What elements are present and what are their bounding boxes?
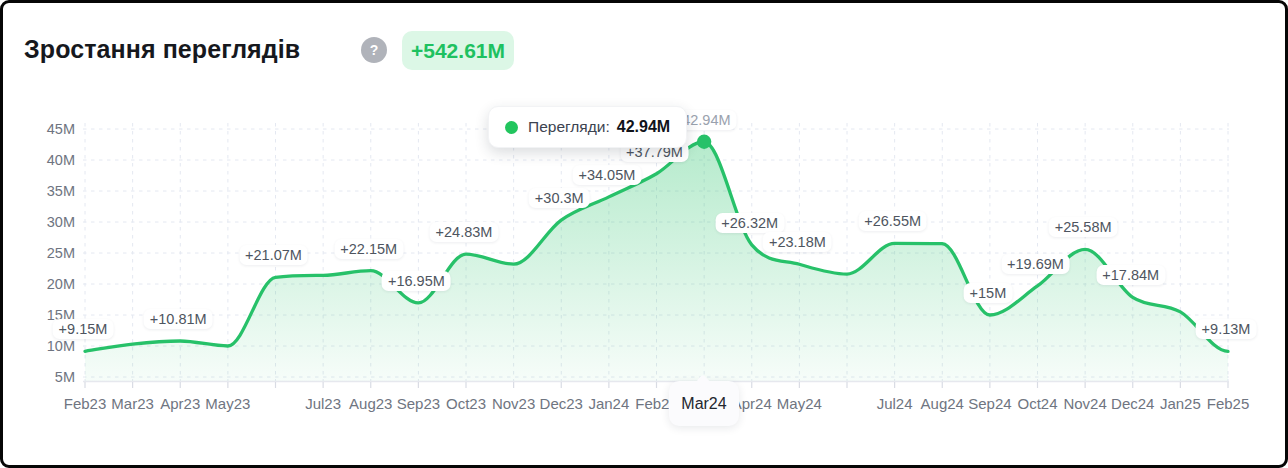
x-axis-label[interactable]: Oct24: [1017, 396, 1057, 412]
views-growth-chart[interactable]: 5M10M15M20M25M30M35M40M45M Feb23Mar23Apr…: [0, 0, 1288, 468]
point-value-label: +22.15M: [334, 239, 403, 259]
x-axis-label[interactable]: Jul23: [305, 396, 341, 412]
point-value-label: +15M: [964, 283, 1013, 303]
chart-tooltip: Перегляди: 42.94M: [488, 106, 687, 148]
x-axis-label[interactable]: Dec24: [1111, 396, 1154, 412]
x-axis-label[interactable]: Feb23: [64, 396, 107, 412]
point-value-label: +9.13M: [1196, 319, 1257, 339]
point-value-label: +23.18M: [763, 232, 832, 252]
x-axis-label[interactable]: Sep23: [397, 396, 440, 412]
x-axis-label[interactable]: Feb25: [1207, 396, 1250, 412]
x-axis-label[interactable]: Oct23: [446, 396, 486, 412]
point-value-label: +10.81M: [144, 309, 213, 329]
x-axis-label[interactable]: Mar23: [111, 396, 154, 412]
x-axis-label[interactable]: Aug23: [349, 396, 392, 412]
tooltip-series-label: Перегляди:: [528, 118, 610, 136]
point-value-label: +16.95M: [382, 271, 451, 291]
hovered-x-label-text: Mar24: [681, 395, 726, 413]
point-value-label: +25.58M: [1049, 217, 1118, 237]
point-value-label: +9.15M: [53, 319, 114, 339]
point-value-label: +30.3M: [529, 188, 590, 208]
y-axis-label: 45M: [30, 121, 75, 137]
x-axis-label[interactable]: May24: [777, 396, 822, 412]
x-axis-label[interactable]: Aug24: [921, 396, 964, 412]
y-axis-label: 40M: [30, 152, 75, 168]
y-axis-label: 10M: [30, 338, 75, 354]
point-value-label: +26.55M: [858, 211, 927, 231]
point-value-label: +34.05M: [572, 165, 641, 185]
y-axis-label: 35M: [30, 183, 75, 199]
point-value-label: +26.32M: [715, 213, 784, 233]
tooltip-value: 42.94M: [617, 118, 670, 136]
x-axis-label[interactable]: Sep24: [968, 396, 1011, 412]
y-axis-label: 30M: [30, 214, 75, 230]
point-value-label: +19.69M: [1001, 254, 1070, 274]
x-axis-label[interactable]: Jan25: [1160, 396, 1201, 412]
y-axis-label: 20M: [30, 276, 75, 292]
hovered-x-label[interactable]: Mar24: [669, 381, 739, 426]
x-axis-label[interactable]: Jan24: [588, 396, 629, 412]
x-axis-label[interactable]: Dec23: [540, 396, 583, 412]
point-value-label: +24.83M: [430, 222, 499, 242]
x-axis-label[interactable]: May23: [205, 396, 250, 412]
series-dot-icon: [505, 121, 518, 134]
point-value-label: +17.84M: [1096, 265, 1165, 285]
x-axis-label[interactable]: Apr23: [160, 396, 200, 412]
x-axis-label[interactable]: Jul24: [877, 396, 913, 412]
point-value-label: +21.07M: [239, 245, 308, 265]
x-axis-label[interactable]: Nov23: [492, 396, 535, 412]
y-axis-label: 5M: [30, 369, 75, 385]
y-axis-label: 25M: [30, 245, 75, 261]
x-axis-label[interactable]: Nov24: [1063, 396, 1106, 412]
